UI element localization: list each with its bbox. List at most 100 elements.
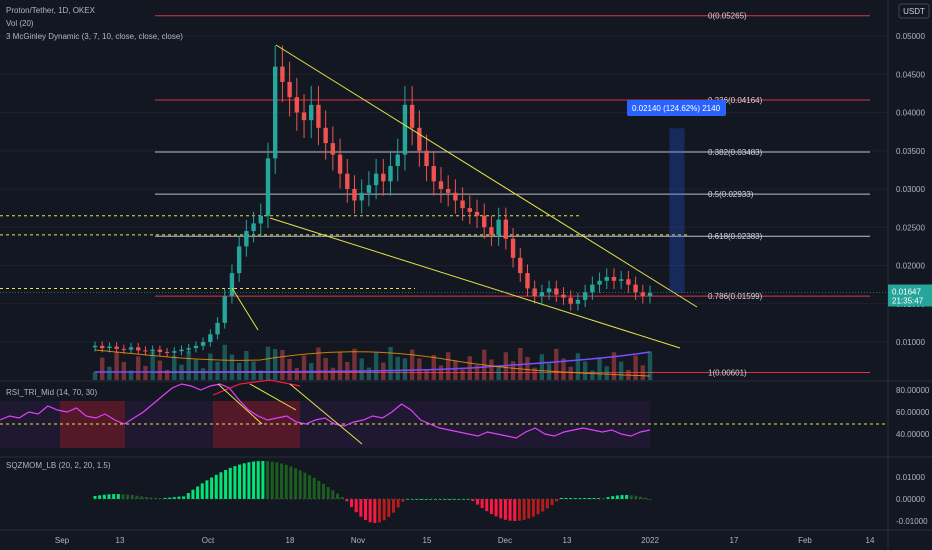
sqz-bar [242,463,246,499]
sqz-bar [494,499,498,517]
volume-bar [323,358,328,380]
sqz-bar [606,497,610,499]
sqz-bar [643,497,647,499]
fib-level-label: 1(0.00601) [708,369,747,378]
sqz-bar [345,499,349,502]
sqz-bar [578,498,582,499]
sqz-bar [536,499,540,515]
rsi-line [0,383,651,439]
volume-bar [554,348,559,380]
candle-body [121,348,127,350]
volume-bar [525,357,530,380]
candle-body [590,284,595,293]
rsi-tick-label: 40.00000 [896,430,930,439]
candle-body [381,173,386,182]
volume-bar [136,356,141,380]
sqz-bar [317,480,321,499]
sqz-bar [457,499,461,500]
volume-bar [539,354,545,380]
sqz-bar [508,499,512,521]
volume-bar [402,358,408,380]
sqz-bar [545,499,549,509]
symbol-legend[interactable]: Proton/Tether, 1D, OKEX [6,6,95,15]
candle-body [258,215,263,224]
measure-label: 0.02140 (124.62%) 2140 [632,104,721,113]
sqz-bar [415,499,419,500]
volume-ma-line [94,349,651,377]
candle-body [128,347,134,350]
sqz-bar [322,483,326,499]
sqz-bar [121,494,125,499]
sqz-bar [172,497,176,499]
sqz-bar [452,499,456,500]
volume-bar [496,367,501,380]
rsi-overbought-line [212,379,301,396]
candle-body [359,192,364,201]
candle-body [222,296,227,323]
candle-body [604,276,609,281]
sqz-bar [527,499,531,519]
sqz-bar [377,499,381,523]
volume-bar [143,365,148,380]
sqz-bar [583,498,587,499]
sqz-bar [135,495,139,499]
candle-body [323,127,328,144]
volume-bar [590,370,595,380]
sqz-bar [648,499,652,500]
sqz-bar [447,499,451,500]
sqz-tick-label: 0.01000 [896,473,925,482]
sqz-bar [168,497,172,499]
volume-bar [618,361,624,380]
volume-bar [251,361,256,380]
volume-bar [200,368,206,380]
mcginley-legend[interactable]: 3 McGinley Dynamic (3, 7, 10, close, clo… [6,32,183,41]
sqz-bar [480,499,484,509]
candle-body [417,127,422,151]
sqz-bar [116,494,120,499]
volume-bar [229,354,235,380]
sqz-bar [130,495,134,499]
lower-trendline [269,217,681,349]
sqz-bar [294,468,298,499]
sqz-bar [200,483,204,499]
sqz-bar [475,499,479,505]
candle-body [539,292,545,297]
sqz-legend[interactable]: SQZMOM_LB (20, 2, 20, 1.5) [6,461,111,470]
sqz-bar [186,493,190,499]
candle-body [107,346,112,349]
sqz-bar [214,474,218,499]
volume-bar [568,366,573,380]
candle-body [229,273,235,297]
candle-body [388,166,393,182]
volume-bar [409,349,415,380]
volume-bar [287,359,292,380]
sqz-bar [177,496,181,499]
volume-bar [575,353,581,380]
sqz-bar [419,499,423,500]
sqz-bar [517,499,521,521]
volume-bar [301,355,307,380]
sqz-bar [620,495,624,499]
sqz-bar [541,499,545,512]
price-tick-label: 0.05000 [896,32,925,41]
candle-body [294,97,300,113]
candle-body [208,334,213,342]
time-axis-label: Nov [351,536,365,545]
volume-bar [445,352,451,380]
candle-body [164,351,170,353]
sqz-bar [531,499,535,517]
volume-legend[interactable]: Vol (20) [6,19,34,28]
volume-bar [431,355,436,380]
rsi-legend[interactable]: RSI_TRI_Mid (14, 70, 30) [6,388,98,397]
sqz-bar [336,493,340,499]
sqz-bar [639,496,643,499]
sqz-bar [140,496,144,499]
candle-body [330,143,336,155]
sqz-bar [559,498,563,499]
sqz-bar [503,499,507,520]
sqz-bar [107,494,111,499]
volume-bar [107,366,112,380]
volume-bar [359,358,364,380]
sqz-bar [191,489,195,499]
